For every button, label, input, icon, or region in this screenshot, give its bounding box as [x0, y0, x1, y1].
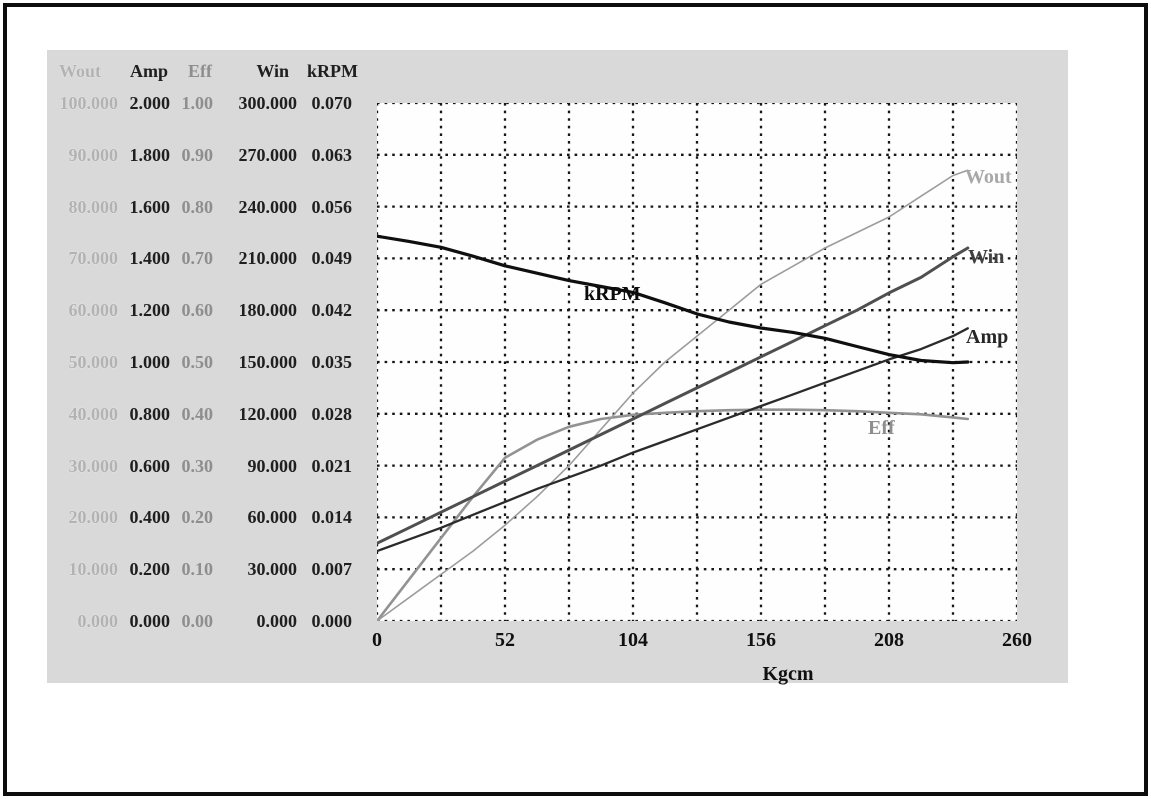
axis-tick-value: 0.30 [181, 455, 214, 476]
axis-header-wout: Wout [58, 61, 101, 81]
axis-tick-value: 180.000 [238, 300, 298, 321]
axis-tick-value: 0.00 [181, 611, 214, 631]
curve-eff [377, 408, 970, 621]
axis-tick-value: 0.042 [311, 300, 353, 321]
axis-header-krpm: kRPM [307, 61, 358, 81]
axis-tick-value: 150.000 [238, 352, 298, 372]
axis-tick-value: 1.00 [181, 93, 214, 113]
plot-area: kRPM Wout Win Amp Eff [377, 103, 1017, 621]
axis-tick-value: 0.400 [129, 507, 171, 528]
axis-tick-value: 60.000 [68, 300, 119, 321]
curve-wout [377, 169, 969, 621]
curve-label-eff: Eff [868, 417, 895, 439]
axis-tick-value: 0.600 [129, 455, 171, 476]
axis-tick-value: 0.60 [181, 300, 214, 321]
axis-header-amp: Amp [129, 61, 168, 81]
curve-amp [377, 327, 969, 553]
curve-label-wout: Wout [965, 166, 1012, 188]
axis-tick-value: 210.000 [238, 248, 298, 269]
page-border [3, 3, 1148, 796]
axis-tick-value: 0.028 [311, 403, 353, 424]
axis-tick-value: 20.000 [68, 507, 119, 528]
axis-tick-value: 0.000 [311, 611, 353, 631]
axis-tick-value: 2.000 [129, 93, 171, 113]
axis-tick-value: 50.000 [68, 352, 119, 372]
axis-tick-value: 60.000 [247, 507, 298, 528]
axis-tick-value: 30.000 [247, 559, 298, 580]
curve-label-amp: Amp [966, 326, 1008, 348]
axis-tick-value: 90.000 [247, 455, 298, 476]
x-tick-label: 52 [495, 629, 515, 651]
axis-tick-value: 0.70 [181, 248, 214, 269]
axis-tick-value: 0.056 [311, 196, 353, 217]
x-axis-title: Kgcm [762, 663, 814, 685]
curve-label-win: Win [968, 246, 1004, 268]
axis-tick-value: 1.200 [129, 300, 171, 321]
curve-label-krpm: kRPM [584, 283, 641, 305]
axis-tick-value: 10.000 [68, 559, 119, 580]
axis-tick-value: 0.070 [311, 93, 353, 113]
axis-tick-value: 120.000 [238, 403, 298, 424]
axis-header-win: Win [256, 61, 289, 81]
axis-tick-value: 0.035 [311, 352, 353, 372]
axis-tick-value: 1.800 [129, 144, 171, 165]
axis-tick-value: 300.000 [238, 93, 298, 113]
axis-tick-value: 0.40 [181, 403, 214, 424]
axis-tick-value: 0.200 [129, 559, 171, 580]
axis-tick-value: 40.000 [68, 403, 119, 424]
axis-tick-value: 80.000 [68, 196, 119, 217]
axis-tick-value: 0.000 [129, 611, 171, 631]
axis-tick-value: 0.50 [181, 352, 214, 372]
x-tick-label: 156 [746, 629, 776, 651]
axis-tick-value: 0.014 [311, 507, 353, 528]
axis-tick-value: 270.000 [238, 144, 298, 165]
axis-tick-value: 240.000 [238, 196, 298, 217]
axis-tick-value: 0.800 [129, 403, 171, 424]
axis-tick-value: 70.000 [68, 248, 119, 269]
curve-win [377, 246, 970, 545]
axis-tick-value: 0.80 [181, 196, 214, 217]
x-tick-label: 208 [874, 629, 904, 651]
axis-tick-value: 30.000 [68, 455, 119, 476]
chart-panel: Wout Amp Eff Win kRPM 100.000 2.000 1.00 300.000… [47, 50, 1068, 685]
axis-tick-value: 100.000 [59, 93, 119, 113]
axis-tick-value: 90.000 [68, 144, 119, 165]
axis-tick-value: 1.000 [129, 352, 171, 372]
axis-tick-value: 1.400 [129, 248, 171, 269]
axis-tick-value: 0.007 [311, 559, 353, 580]
axis-tick-value: 0.049 [311, 248, 353, 269]
axis-tick-value: 0.20 [181, 507, 214, 528]
axis-tick-value: 0.000 [77, 611, 119, 631]
x-tick-label: 104 [618, 629, 648, 651]
x-tick-label: 0 [372, 629, 382, 651]
axis-header-eff: Eff [188, 61, 212, 81]
curve-krpm [377, 234, 970, 365]
axis-tick-value: 0.063 [311, 144, 353, 165]
axis-tick-value: 0.021 [311, 455, 353, 476]
axis-tick-value: 0.90 [181, 144, 214, 165]
axis-tick-value: 0.000 [256, 611, 298, 631]
axis-tick-value: 0.10 [181, 559, 214, 580]
axis-tick-value: 1.600 [129, 196, 171, 217]
x-tick-label: 260 [1002, 629, 1032, 651]
